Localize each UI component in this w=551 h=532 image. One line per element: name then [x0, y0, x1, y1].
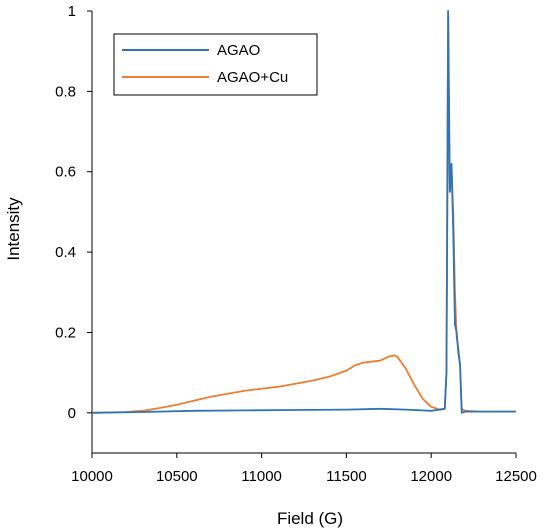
series-group: [91, 10, 516, 414]
axes: 0 0.2 0.4 0.6 0.8 1 10000 10500 11000 11500 12000 1…: [55, 3, 537, 485]
x-tick-label: 12000: [410, 468, 452, 485]
y-tick-label: 0.2: [55, 324, 76, 341]
x-axis-title: Field (G): [277, 509, 343, 528]
x-tick-label: 12500: [495, 468, 537, 485]
x-tick-label: 10000: [71, 468, 113, 485]
series-line-agao: [91, 10, 516, 414]
x-tick-label: 10500: [156, 468, 198, 485]
y-tick-label: 1: [68, 3, 76, 20]
x-tick-label: 11500: [326, 468, 367, 485]
legend: AGAO AGAO+Cu: [113, 33, 318, 96]
y-tick-label: 0.8: [55, 83, 76, 100]
legend-label-agao: AGAO: [217, 42, 260, 59]
y-tick-label: 0.4: [55, 244, 76, 261]
y-tick-label: 0: [68, 405, 76, 422]
y-tick-label: 0.6: [55, 164, 76, 181]
legend-label-agao-cu: AGAO+Cu: [217, 69, 288, 86]
legend-box: [113, 33, 318, 96]
y-axis-title: Intensity: [4, 197, 23, 261]
x-tick-label: 11000: [241, 468, 282, 485]
